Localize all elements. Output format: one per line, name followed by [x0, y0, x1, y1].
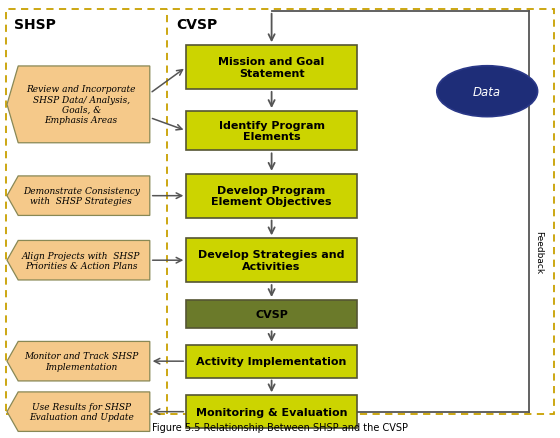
FancyBboxPatch shape — [186, 46, 357, 90]
Polygon shape — [7, 342, 150, 381]
Polygon shape — [7, 67, 150, 144]
Polygon shape — [7, 392, 150, 431]
Text: Identify Program
Elements: Identify Program Elements — [218, 120, 325, 142]
Text: Monitoring & Evaluation: Monitoring & Evaluation — [196, 407, 347, 417]
Text: Monitor and Track SHSP
Implementation: Monitor and Track SHSP Implementation — [24, 352, 138, 371]
Ellipse shape — [437, 67, 538, 117]
Polygon shape — [7, 177, 150, 216]
Text: Align Projects with  SHSP
Priorities & Action Plans: Align Projects with SHSP Priorities & Ac… — [22, 251, 141, 270]
Text: SHSP: SHSP — [14, 18, 56, 32]
FancyBboxPatch shape — [186, 395, 357, 428]
Text: Demonstrate Consistency
with  SHSP Strategies: Demonstrate Consistency with SHSP Strate… — [23, 187, 139, 206]
FancyBboxPatch shape — [186, 300, 357, 328]
Text: Mission and Goal
Statement: Mission and Goal Statement — [218, 57, 325, 79]
FancyBboxPatch shape — [186, 345, 357, 378]
FancyBboxPatch shape — [186, 239, 357, 283]
Text: Develop Strategies and
Activities: Develop Strategies and Activities — [198, 250, 345, 272]
Polygon shape — [7, 241, 150, 280]
Text: Review and Incorporate
SHSP Data/ Analysis,
Goals, &
Emphasis Areas: Review and Incorporate SHSP Data/ Analys… — [26, 85, 136, 125]
Text: Feedback: Feedback — [534, 230, 543, 273]
FancyBboxPatch shape — [186, 112, 357, 151]
Text: Use Results for SHSP
Evaluation and Update: Use Results for SHSP Evaluation and Upda… — [29, 402, 134, 421]
Text: CVSP: CVSP — [255, 310, 288, 319]
Text: Data: Data — [473, 85, 501, 99]
Text: CVSP: CVSP — [176, 18, 218, 32]
Text: Activity Implementation: Activity Implementation — [197, 357, 347, 366]
Text: Figure 5.5 Relationship Between SHSP and the CVSP: Figure 5.5 Relationship Between SHSP and… — [152, 422, 408, 432]
FancyBboxPatch shape — [186, 174, 357, 218]
Text: Develop Program
Element Objectives: Develop Program Element Objectives — [211, 185, 332, 207]
